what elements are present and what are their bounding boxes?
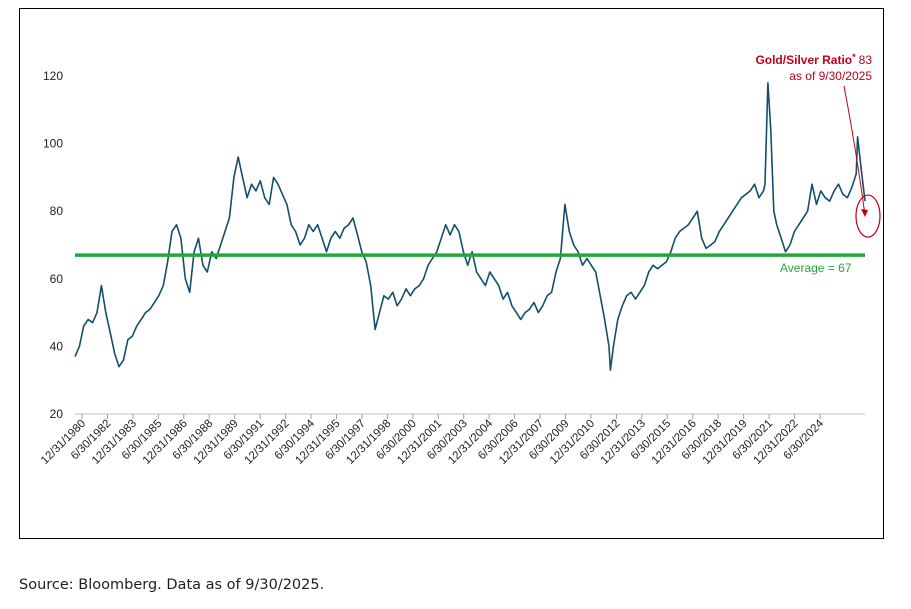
y-axis: 20 40 60 80 100 120 <box>43 69 63 421</box>
annotation-value: 83 <box>859 53 873 67</box>
ratio-annotation: Gold/Silver Ratio* 83 as of 9/30/2025 <box>755 52 881 238</box>
annotation-title: Gold/Silver Ratio* 83 <box>755 52 872 67</box>
y-tick-label: 40 <box>50 339 64 353</box>
gold-silver-ratio-chart: 20 40 60 80 100 120 12/31/19806/30/198212/31/… <box>39 52 881 467</box>
source-note: Source: Bloomberg. Data as of 9/30/2025. <box>19 577 325 593</box>
annotation-circle <box>855 194 881 238</box>
annotation-title-text: Gold/Silver Ratio <box>755 53 852 67</box>
annotation-subtitle: as of 9/30/2025 <box>789 69 872 83</box>
chart-frame: 20 40 60 80 100 120 12/31/1980 6/30/1982 12/31/… <box>19 8 884 539</box>
x-axis: 12/31/19806/30/198212/31/19836/30/198512… <box>39 413 865 467</box>
gold-silver-ratio-line <box>74 82 866 371</box>
annotation-arrow <box>843 85 866 216</box>
y-tick-label: 100 <box>43 137 63 151</box>
annotation-marker: * <box>852 52 856 62</box>
y-tick-label: 80 <box>50 204 64 218</box>
annotation-arrowhead <box>861 209 868 218</box>
y-tick-label: 120 <box>43 69 63 83</box>
average-label: Average = 67 <box>780 261 852 275</box>
y-tick-label: 60 <box>50 272 64 286</box>
y-tick-label: 20 <box>50 407 64 421</box>
